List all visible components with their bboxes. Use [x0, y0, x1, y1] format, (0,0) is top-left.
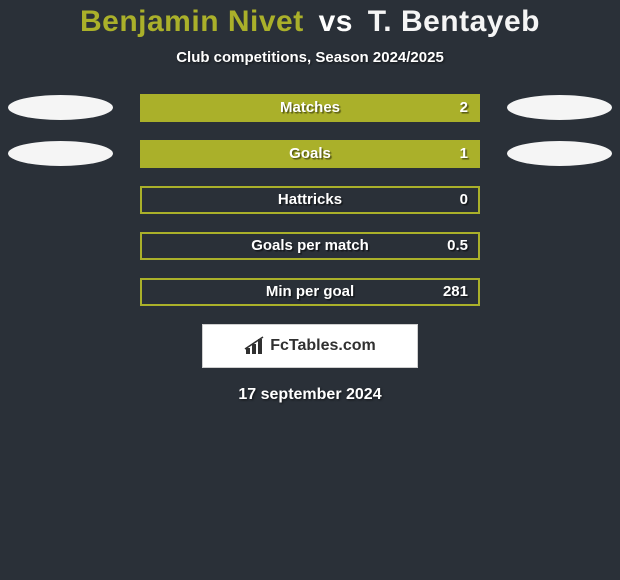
stat-row: Min per goal281: [0, 278, 620, 306]
stat-value: 0: [460, 191, 468, 208]
stat-bar-fill: [142, 96, 478, 120]
subtitle: Club competitions, Season 2024/2025: [0, 49, 620, 66]
left-ellipse: [8, 95, 113, 120]
date-text: 17 september 2024: [0, 386, 620, 404]
stat-bar: Goals1: [140, 140, 480, 168]
player2-name: T. Bentayeb: [368, 5, 540, 38]
stat-bar: Goals per match0.5: [140, 232, 480, 260]
stat-label: Goals per match: [142, 237, 478, 254]
stat-value: 281: [443, 283, 468, 300]
stat-label: Min per goal: [142, 283, 478, 300]
left-ellipse: [8, 141, 113, 166]
brand-box: FcTables.com: [202, 324, 418, 368]
right-ellipse: [507, 95, 612, 120]
brand-inner: FcTables.com: [244, 336, 376, 356]
stat-row: Goals per match0.5: [0, 232, 620, 260]
comparison-panel: Benjamin Nivet vs T. Bentayeb Club compe…: [0, 0, 620, 404]
player1-name: Benjamin Nivet: [80, 5, 304, 38]
right-ellipse: [507, 141, 612, 166]
stat-value: 0.5: [447, 237, 468, 254]
stat-row: Hattricks0: [0, 186, 620, 214]
stat-row: Goals1: [0, 140, 620, 168]
stat-rows: Matches2Goals1Hattricks0Goals per match0…: [0, 94, 620, 306]
brand-text: FcTables.com: [270, 337, 376, 355]
stat-bar: Matches2: [140, 94, 480, 122]
stat-bar: Hattricks0: [140, 186, 480, 214]
stat-bar: Min per goal281: [140, 278, 480, 306]
stat-bar-fill: [142, 142, 478, 166]
stat-row: Matches2: [0, 94, 620, 122]
stat-label: Hattricks: [142, 191, 478, 208]
bar-chart-icon: [244, 336, 266, 356]
vs-text: vs: [319, 5, 353, 38]
page-title: Benjamin Nivet vs T. Bentayeb: [0, 5, 620, 39]
